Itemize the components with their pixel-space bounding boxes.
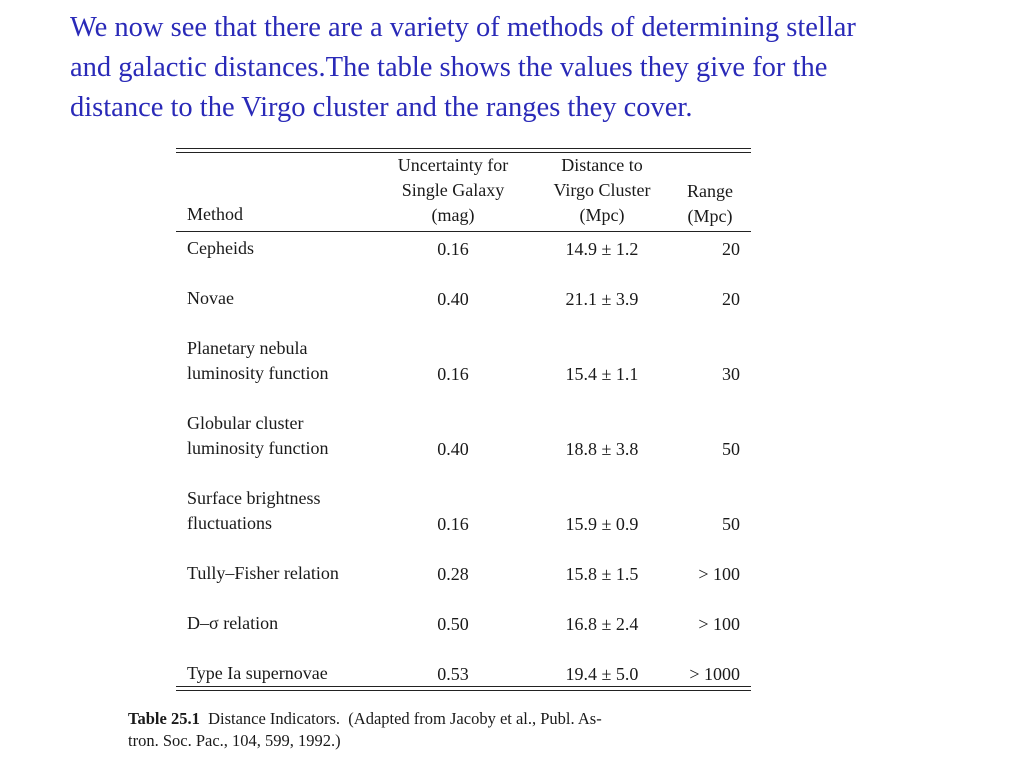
row-range: > 100 bbox=[698, 614, 740, 634]
row-range: > 1000 bbox=[689, 664, 740, 684]
row-distance: 15.9 ± 0.9 bbox=[565, 514, 639, 534]
row-range: > 100 bbox=[698, 564, 740, 584]
row-distance: 19.4 ± 5.0 bbox=[565, 664, 639, 684]
caption-citation-1: (Adapted from Jacoby et al., Publ. As- bbox=[348, 709, 602, 728]
intro-line-1: We now see that there are a variety of m… bbox=[70, 12, 856, 43]
row-range: 20 bbox=[722, 239, 740, 259]
header-distance-line-2: Virgo Cluster bbox=[553, 180, 651, 200]
row-distance: 16.8 ± 2.4 bbox=[565, 614, 639, 634]
row-method-line-2: luminosity function bbox=[187, 438, 329, 458]
header-range-line-2: (Mpc) bbox=[687, 206, 733, 226]
header-uncertainty-line-3: (mag) bbox=[431, 205, 475, 225]
row-range: 50 bbox=[722, 439, 740, 459]
row-uncertainty: 0.53 bbox=[437, 664, 469, 684]
row-uncertainty: 0.16 bbox=[437, 514, 469, 534]
caption-label: Table 25.1 bbox=[128, 709, 200, 728]
table-header-rule bbox=[176, 231, 751, 232]
row-distance: 14.9 ± 1.2 bbox=[565, 239, 639, 259]
row-method-line-1: Globular cluster bbox=[187, 413, 304, 433]
row-range: 50 bbox=[722, 514, 740, 534]
row-distance: 18.8 ± 3.8 bbox=[565, 439, 639, 459]
row-uncertainty: 0.40 bbox=[437, 439, 469, 459]
row-method-line-2: luminosity function bbox=[187, 363, 329, 383]
row-method: Tully–Fisher relation bbox=[187, 563, 339, 583]
row-range: 30 bbox=[722, 364, 740, 384]
row-method: D–σ relation bbox=[187, 613, 279, 633]
header-method: Method bbox=[187, 204, 243, 224]
caption-line-2: tron. Soc. Pac., 104, 599, 1992.) bbox=[128, 731, 341, 750]
row-method: Type Ia supernovae bbox=[187, 663, 328, 683]
header-distance-line-3: (Mpc) bbox=[579, 205, 625, 225]
intro-paragraph: We now see that there are a variety of m… bbox=[70, 8, 1020, 128]
header-range-line-1: Range bbox=[687, 181, 733, 201]
row-method-line-2: fluctuations bbox=[187, 513, 272, 533]
caption-line-1: Table 25.1 Distance Indicators. (Adapted… bbox=[128, 708, 728, 730]
row-distance: 15.4 ± 1.1 bbox=[565, 364, 639, 384]
header-distance-line-1: Distance to bbox=[561, 155, 643, 175]
row-uncertainty: 0.40 bbox=[437, 289, 469, 309]
table-top-rule bbox=[176, 148, 751, 153]
header-uncertainty-line-1: Uncertainty for bbox=[397, 155, 509, 175]
row-uncertainty: 0.16 bbox=[437, 239, 469, 259]
row-uncertainty: 0.50 bbox=[437, 614, 469, 634]
row-uncertainty: 0.28 bbox=[437, 564, 469, 584]
header-uncertainty-line-2: Single Galaxy bbox=[401, 180, 505, 200]
row-method: Novae bbox=[187, 288, 234, 308]
row-uncertainty: 0.16 bbox=[437, 364, 469, 384]
table-bottom-rule bbox=[176, 686, 751, 691]
row-distance: 15.8 ± 1.5 bbox=[565, 564, 639, 584]
intro-line-2: and galactic distances.The table shows t… bbox=[70, 52, 828, 83]
caption-title: Distance Indicators. bbox=[208, 709, 341, 728]
row-method: Cepheids bbox=[187, 238, 254, 258]
row-method-line-1: Surface brightness bbox=[187, 488, 321, 508]
row-range: 20 bbox=[722, 289, 740, 309]
row-method-line-1: Planetary nebula bbox=[187, 338, 308, 358]
row-distance: 21.1 ± 3.9 bbox=[565, 289, 639, 309]
table-caption: Table 25.1 Distance Indicators. (Adapted… bbox=[128, 708, 728, 752]
intro-line-3: distance to the Virgo cluster and the ra… bbox=[70, 92, 693, 123]
